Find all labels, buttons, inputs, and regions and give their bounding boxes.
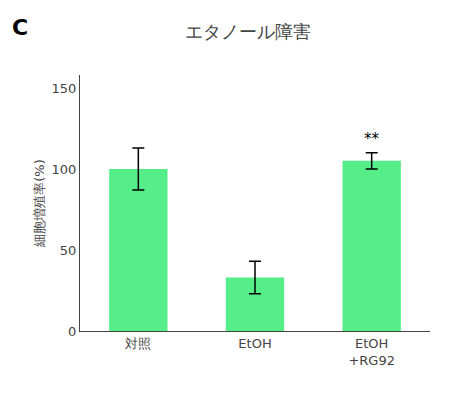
- svg-text:細胞増殖率(%): 細胞増殖率(%): [32, 159, 47, 248]
- svg-text:エタノール障害: エタノール障害: [185, 21, 311, 42]
- svg-text:150: 150: [52, 81, 77, 96]
- svg-text:100: 100: [52, 162, 77, 177]
- svg-text:0: 0: [68, 324, 76, 339]
- svg-text:C: C: [12, 15, 28, 40]
- svg-text:EtOH: EtOH: [238, 336, 271, 351]
- svg-text:対照: 対照: [125, 336, 151, 351]
- svg-text:EtOH+RG92: EtOH+RG92: [348, 336, 395, 368]
- svg-text:**: **: [364, 130, 380, 148]
- svg-text:50: 50: [60, 243, 77, 258]
